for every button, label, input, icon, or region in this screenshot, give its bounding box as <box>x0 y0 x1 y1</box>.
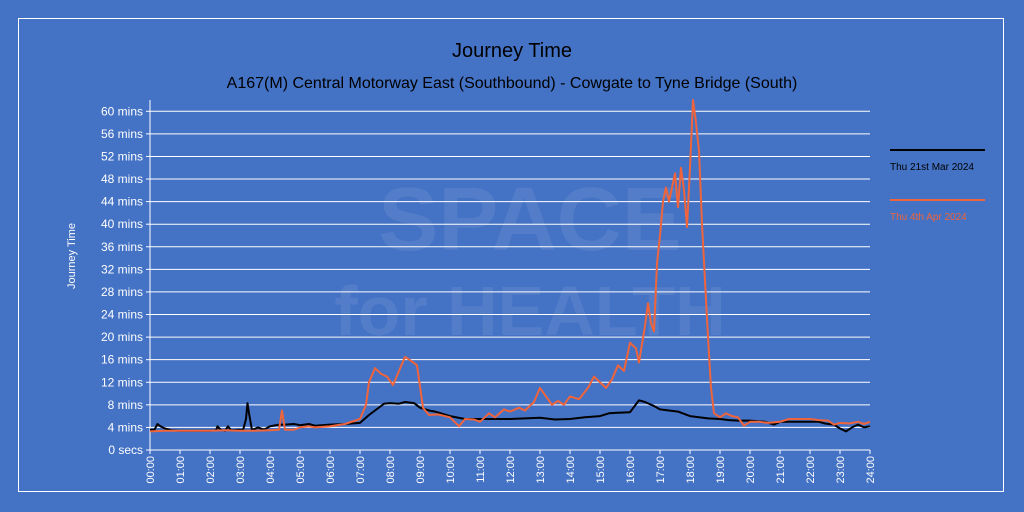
x-tick-label: 23:00 <box>835 456 847 484</box>
series-line-2 <box>149 99 871 433</box>
x-tick-label: 14:00 <box>565 456 577 484</box>
legend: Thu 21st Mar 2024 Thu 4th Apr 2024 <box>890 149 985 223</box>
legend-label-2: Thu 4th Apr 2024 <box>890 212 967 223</box>
x-tick-label: 22:00 <box>805 456 817 484</box>
y-tick-label: 4 mins <box>108 420 143 434</box>
y-tick-label: 20 mins <box>101 330 143 344</box>
x-tick-label: 03:00 <box>235 456 247 484</box>
x-tick-label: 24:00 <box>865 456 877 484</box>
y-tick-label: 52 mins <box>101 149 143 163</box>
x-tick-label: 15:00 <box>595 456 607 484</box>
y-tick-label: 60 mins <box>101 104 143 118</box>
x-tick-label: 18:00 <box>685 456 697 484</box>
x-tick-label: 07:00 <box>355 456 367 484</box>
x-tick-label: 12:00 <box>505 456 517 484</box>
x-tick-label: 13:00 <box>535 456 547 484</box>
legend-label-1: Thu 21st Mar 2024 <box>890 162 974 173</box>
y-tick-label: 40 mins <box>101 217 143 231</box>
x-tick-label: 01:00 <box>175 456 187 484</box>
y-tick-label: 16 mins <box>101 353 143 367</box>
x-tick-label: 08:00 <box>385 456 397 484</box>
y-tick-label: 44 mins <box>101 195 143 209</box>
x-tick-label: 00:00 <box>145 456 157 484</box>
x-axis-ticks: 00:00 01:00 02:00 03:00 04:00 05:00 06:00 07:00… <box>145 450 877 484</box>
y-tick-label: 32 mins <box>101 262 143 276</box>
y-tick-label: 24 mins <box>101 308 143 322</box>
series-lines <box>149 99 871 433</box>
x-tick-label: 19:00 <box>715 456 727 484</box>
svg-text:for HEALTH: for HEALTH <box>334 272 725 350</box>
x-tick-label: 11:00 <box>475 456 487 483</box>
y-tick-label: 0 secs <box>108 443 143 457</box>
y-tick-label: 48 mins <box>101 172 143 186</box>
y-tick-label: 8 mins <box>108 398 143 412</box>
x-tick-label: 04:00 <box>265 456 277 484</box>
x-tick-label: 05:00 <box>295 456 307 484</box>
x-tick-label: 09:00 <box>415 456 427 484</box>
y-axis-label: Journey Time <box>66 223 78 289</box>
x-tick-label: 06:00 <box>325 456 337 484</box>
y-axis-ticks: 0 secs 4 mins 8 mins 12 mins 16 mins 20 mins 2… <box>101 104 150 457</box>
x-tick-label: 20:00 <box>745 456 757 484</box>
grid-lines <box>150 110 870 428</box>
x-tick-label: 21:00 <box>775 456 787 484</box>
y-tick-label: 36 mins <box>101 240 143 254</box>
x-tick-label: 02:00 <box>205 456 217 484</box>
chart-subtitle: A167(M) Central Motorway East (Southboun… <box>226 75 798 92</box>
x-tick-label: 10:00 <box>445 456 457 484</box>
y-tick-label: 12 mins <box>101 375 143 389</box>
x-tick-label: 17:00 <box>655 456 667 484</box>
y-tick-label: 28 mins <box>101 285 143 299</box>
chart-border <box>18 18 1004 492</box>
y-tick-label: 56 mins <box>101 127 143 141</box>
chart-title: Journey Time <box>451 40 573 62</box>
x-tick-label: 16:00 <box>625 456 637 484</box>
svg-text:SPACE: SPACE <box>378 170 681 270</box>
